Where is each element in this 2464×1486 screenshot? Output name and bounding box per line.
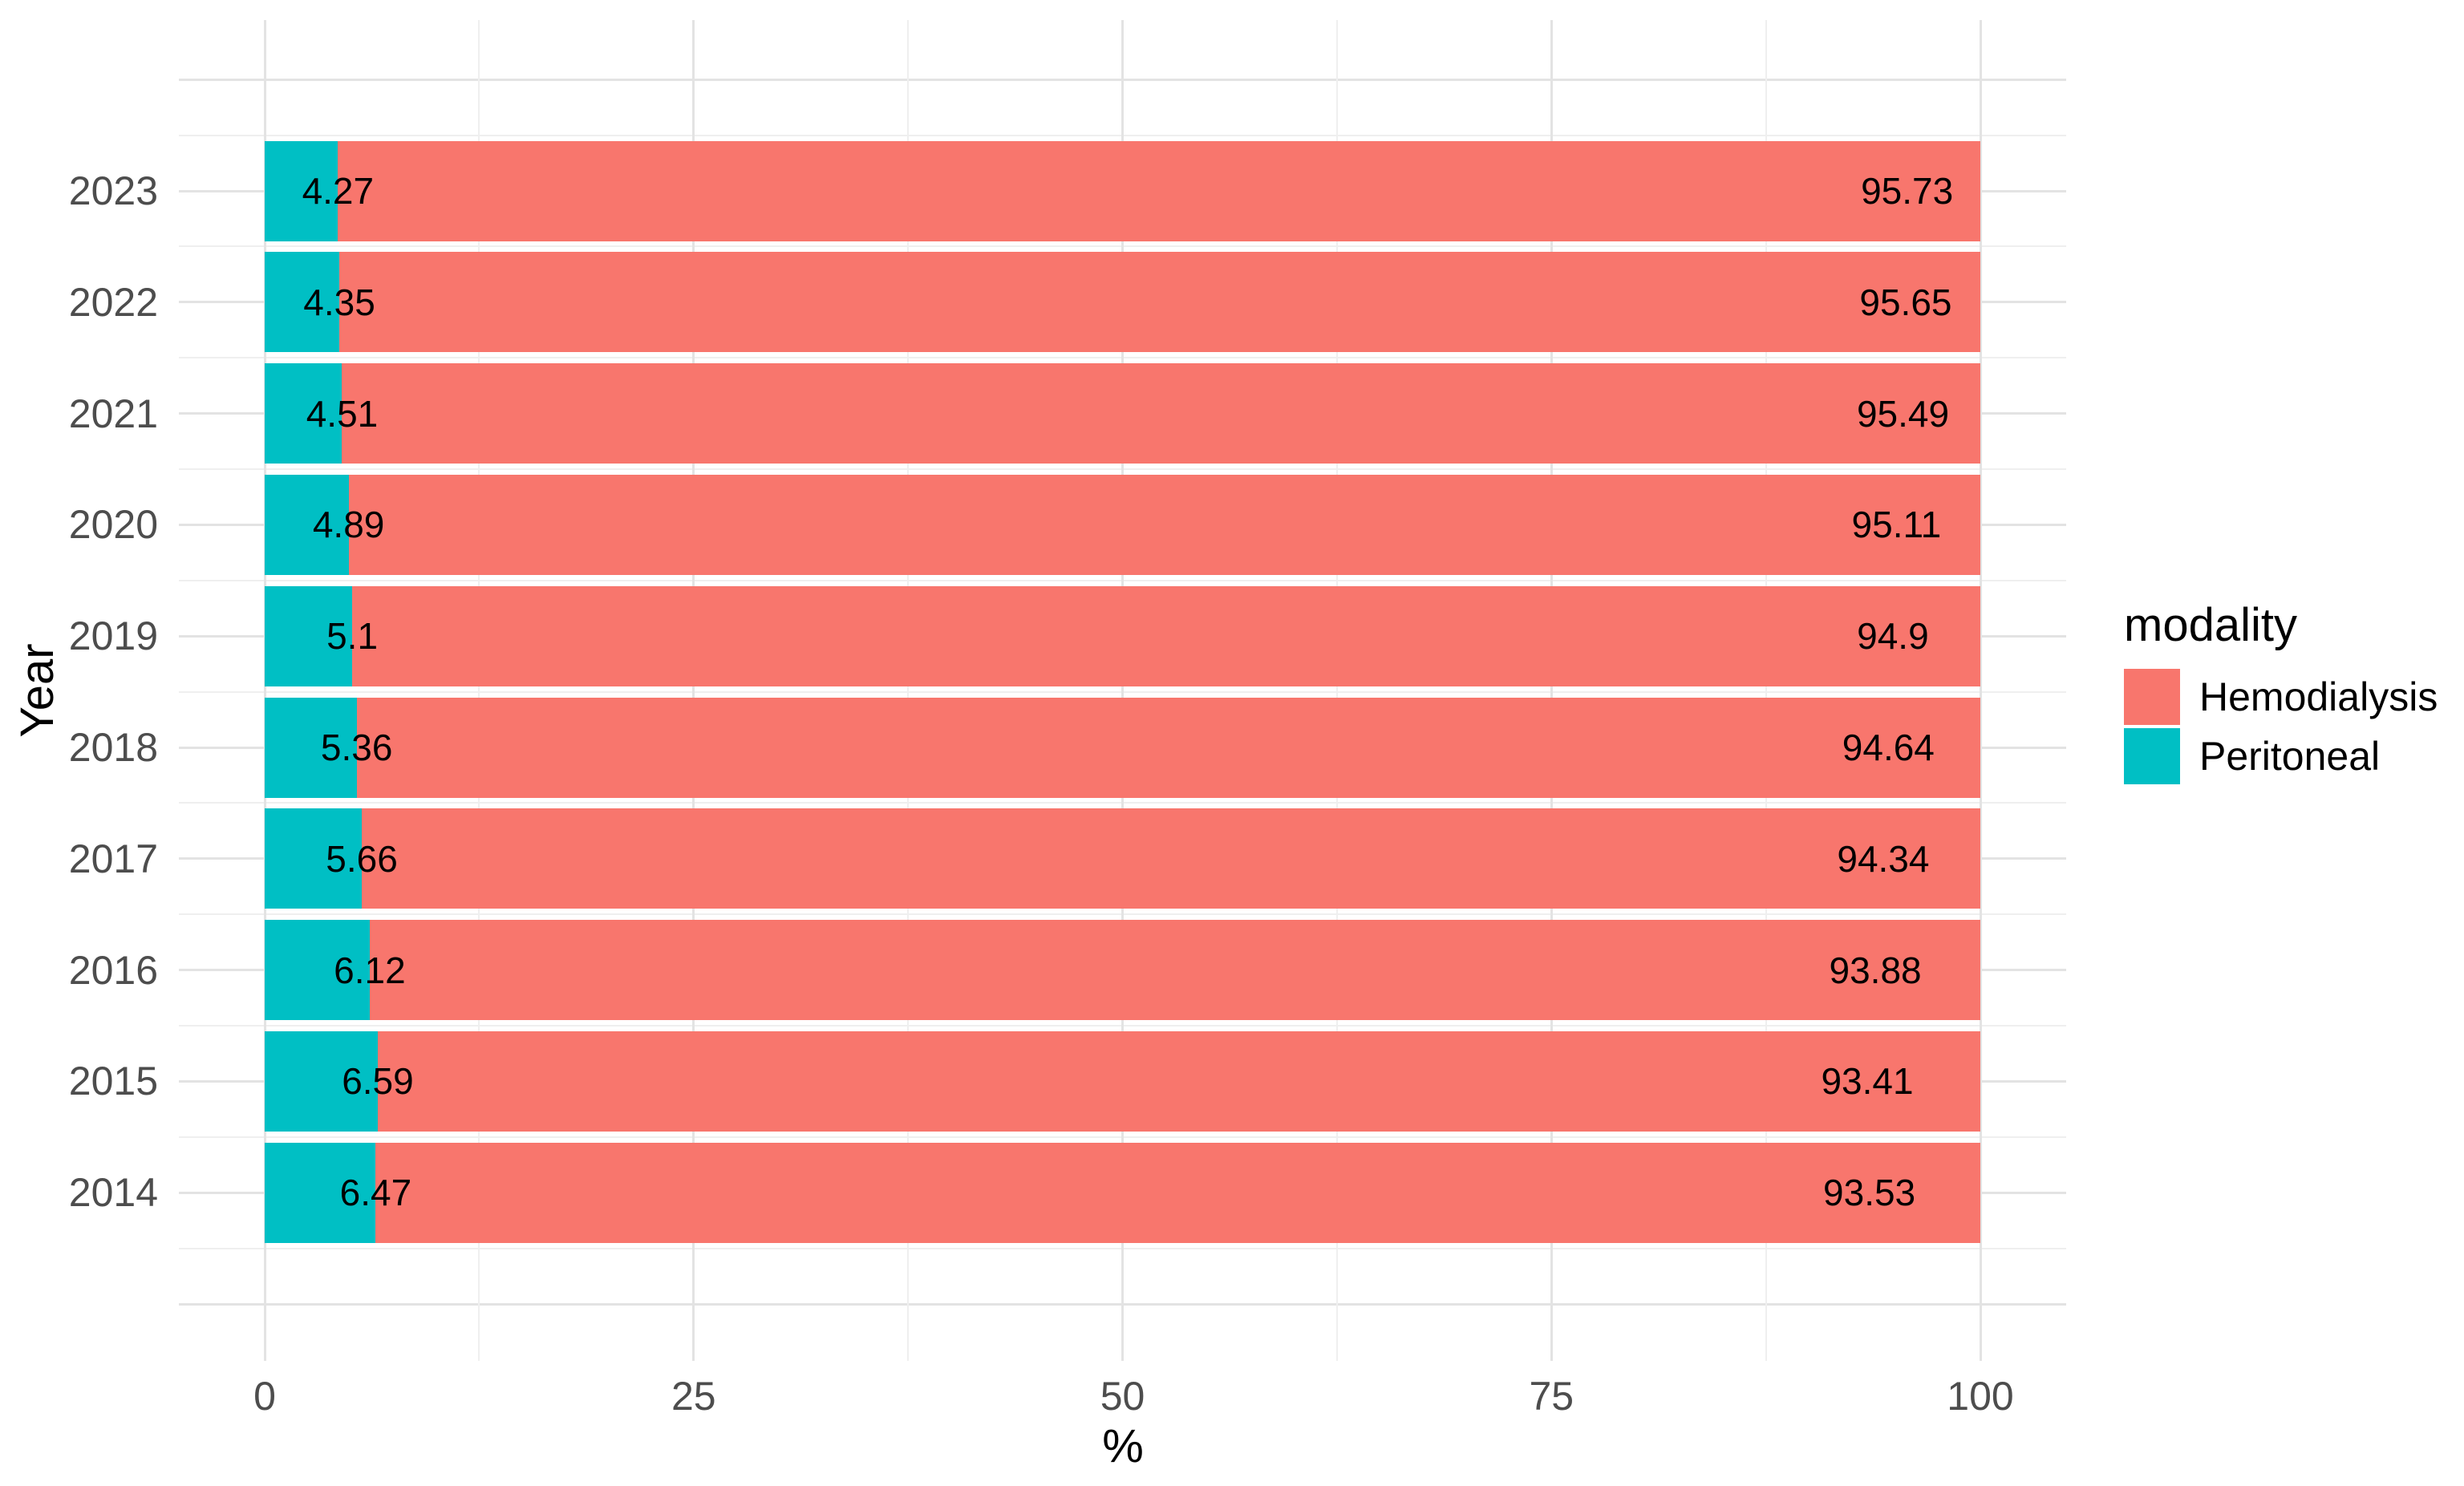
y-tick-label-2017: 2017 <box>68 836 158 881</box>
bar-value-label-peritoneal-2017: 5.66 <box>326 837 398 880</box>
bar-segment-hemodialysis-2020 <box>348 474 1980 575</box>
bar-segment-peritoneal-2014 <box>265 1142 376 1243</box>
legend-item-peritoneal: Peritoneal <box>2124 728 2438 784</box>
v-minor-gridline <box>478 20 480 1361</box>
bar-segment-hemodialysis-2022 <box>339 252 1980 353</box>
y-tick-label-2022: 2022 <box>68 279 158 325</box>
x-tick-label-25: 25 <box>671 1374 716 1419</box>
bar-segment-hemodialysis-2021 <box>342 363 1980 464</box>
bar-segment-hemodialysis-2023 <box>338 140 1980 241</box>
y-tick-label-2019: 2019 <box>68 613 158 659</box>
v-major-gridline <box>1121 20 1124 1361</box>
bar-segment-hemodialysis-2015 <box>377 1030 1980 1132</box>
bar-segment-hemodialysis-2017 <box>362 808 1980 909</box>
bar-segment-hemodialysis-2016 <box>369 920 1980 1021</box>
legend-label: Hemodialysis <box>2199 674 2438 719</box>
v-minor-gridline <box>1335 20 1338 1361</box>
bar-segment-peritoneal-2019 <box>265 585 353 686</box>
y-tick-label-2021: 2021 <box>68 391 158 436</box>
v-major-gridline <box>1550 20 1553 1361</box>
v-major-gridline <box>263 20 266 1361</box>
hemodialysis-swatch-icon <box>2124 669 2180 725</box>
bar-value-label-hemodialysis-2017: 94.34 <box>1837 837 1930 880</box>
bar-segment-hemodialysis-2014 <box>375 1142 1980 1243</box>
y-tick-label-2023: 2023 <box>68 168 158 213</box>
bar-value-label-hemodialysis-2015: 93.41 <box>1821 1060 1914 1103</box>
legend-label: Peritoneal <box>2199 734 2381 779</box>
bar-segment-hemodialysis-2019 <box>352 585 1980 686</box>
bar-segment-hemodialysis-2018 <box>356 697 1980 798</box>
x-tick-label-75: 75 <box>1529 1374 1574 1419</box>
bar-value-label-peritoneal-2021: 4.51 <box>306 392 379 435</box>
v-major-gridline <box>1979 20 1982 1361</box>
bar-value-label-peritoneal-2018: 5.36 <box>320 727 393 768</box>
bar-value-label-peritoneal-2023: 4.27 <box>302 170 375 212</box>
y-tick-label-2015: 2015 <box>68 1059 158 1104</box>
bar-segment-peritoneal-2023 <box>265 140 338 241</box>
bar-value-label-peritoneal-2022: 4.35 <box>303 281 375 323</box>
x-axis-title: % <box>1102 1420 1144 1472</box>
bar-segment-peritoneal-2017 <box>265 808 363 909</box>
bar-value-label-hemodialysis-2023: 95.73 <box>1861 170 1954 212</box>
bar-segment-peritoneal-2015 <box>265 1030 378 1132</box>
y-tick-label-2016: 2016 <box>68 947 158 993</box>
plot-panel: 4.27 95.73 4.35 95.65 4.51 95.49 4.89 95.11 5.1 9… <box>179 20 2066 1361</box>
bar-value-label-hemodialysis-2018: 94.64 <box>1842 727 1935 768</box>
x-tick-label-50: 50 <box>1100 1374 1145 1419</box>
bar-segment-peritoneal-2022 <box>265 252 340 353</box>
x-tick-label-100: 100 <box>1947 1374 2014 1419</box>
peritoneal-swatch-icon <box>2124 728 2180 784</box>
y-axis-title: Year <box>11 643 63 738</box>
bar-value-label-hemodialysis-2021: 95.49 <box>1856 392 1950 435</box>
bar-segment-peritoneal-2020 <box>265 474 349 575</box>
legend-item-hemodialysis: Hemodialysis <box>2124 669 2438 725</box>
v-minor-gridline <box>1765 20 1767 1361</box>
legend-title: modality <box>2124 599 2297 651</box>
bar-value-label-hemodialysis-2019: 94.9 <box>1857 615 1929 658</box>
v-major-gridline <box>692 20 695 1361</box>
bar-segment-peritoneal-2018 <box>265 697 357 798</box>
bar-value-label-peritoneal-2015: 6.59 <box>342 1060 414 1103</box>
bar-value-label-hemodialysis-2022: 95.65 <box>1859 281 1952 323</box>
bar-value-label-hemodialysis-2016: 93.88 <box>1829 949 1922 991</box>
y-tick-label-2020: 2020 <box>68 502 158 548</box>
bar-value-label-hemodialysis-2014: 93.53 <box>1823 1172 1916 1214</box>
v-minor-gridline <box>907 20 910 1361</box>
y-tick-label-2018: 2018 <box>68 725 158 770</box>
bar-value-label-peritoneal-2016: 6.12 <box>334 949 406 991</box>
legend: modality Hemodialysis Peritoneal <box>2124 600 2438 788</box>
bar-segment-peritoneal-2016 <box>265 920 370 1021</box>
bar-value-label-peritoneal-2019: 5.1 <box>326 615 379 658</box>
x-tick-label-0: 0 <box>253 1374 276 1419</box>
bar-value-label-peritoneal-2020: 4.89 <box>312 504 385 546</box>
y-tick-label-2014: 2014 <box>68 1170 158 1216</box>
bar-value-label-hemodialysis-2020: 95.11 <box>1851 504 1942 546</box>
bar-value-label-peritoneal-2014: 6.47 <box>339 1172 412 1214</box>
bar-segment-peritoneal-2021 <box>265 363 342 464</box>
